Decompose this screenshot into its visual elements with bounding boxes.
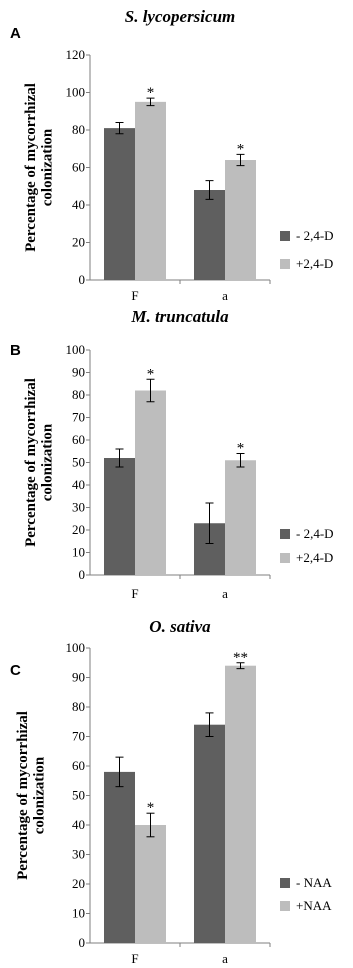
y-tick-label-c-9: 90 (72, 670, 85, 685)
y-tick-label-c-2: 20 (72, 876, 85, 891)
chart-title-a: S. lycopersicum (125, 7, 236, 26)
bar-b-s0-c0 (104, 458, 135, 575)
bar-a-s0-c0 (104, 128, 135, 280)
chart-panel-b: B M. truncatula Percentage of mycorrhizalc… (10, 307, 334, 601)
bar-c-s1-c0 (135, 825, 166, 943)
chart-title-b: M. truncatula (130, 307, 229, 326)
bar-b-s1-c1 (225, 460, 256, 575)
y-tick-label-c-7: 70 (72, 729, 85, 744)
chart-panel-a: A S. lycopersicum Percentage of mycorrhiza… (10, 7, 334, 303)
y-tick-label-c-6: 60 (72, 758, 85, 773)
y-tick-label-b-5: 50 (72, 455, 85, 470)
y-tick-label-a-3: 60 (72, 160, 85, 175)
y-tick-label-a-4: 80 (72, 122, 85, 137)
category-label-b-0: F (131, 586, 138, 601)
bar-c-s0-c1 (194, 724, 225, 943)
panel-letter-b: B (10, 342, 21, 359)
bar-a-s0-c1 (194, 190, 225, 280)
legend-label-c-1: +NAA (296, 898, 332, 913)
significance-mark-c-s1-c1: ** (233, 650, 248, 666)
significance-mark-a-s1-c0: * (147, 85, 155, 101)
legend-swatch-a-1 (280, 259, 290, 269)
category-label-c-0: F (131, 951, 138, 966)
y-tick-label-c-1: 10 (72, 906, 85, 921)
y-tick-label-c-4: 40 (72, 817, 85, 832)
y-tick-label-a-5: 100 (66, 85, 86, 100)
y-tick-label-c-5: 50 (72, 788, 85, 803)
y-tick-label-a-2: 40 (72, 197, 85, 212)
significance-mark-a-s1-c1: * (237, 141, 245, 157)
legend-label-a-0: - 2,4-D (296, 228, 334, 243)
legend-label-b-1: +2,4-D (296, 550, 333, 565)
y-tick-label-b-4: 40 (72, 477, 85, 492)
bar-a-s1-c0 (135, 101, 166, 280)
chart-panel-c: C O. sativa Percentage of mycorrhizalcolon… (10, 617, 332, 966)
y-tick-label-b-9: 90 (72, 365, 85, 380)
significance-mark-b-s1-c0: * (147, 366, 155, 382)
bar-b-s1-c0 (135, 390, 166, 575)
legend-swatch-b-1 (280, 553, 290, 563)
panel-letter-c: C (10, 662, 21, 679)
y-tick-label-b-1: 10 (72, 545, 85, 560)
y-axis-label-b: Percentage of mycorrhizalcolonization (23, 378, 56, 547)
legend-label-b-0: - 2,4-D (296, 526, 334, 541)
category-label-c-1: a (222, 951, 228, 966)
bar-c-s1-c1 (225, 665, 256, 943)
chart-title-c: O. sativa (149, 617, 211, 636)
y-tick-label-b-3: 30 (72, 500, 85, 515)
legend-swatch-c-1 (280, 901, 290, 911)
y-tick-label-a-6: 120 (66, 47, 86, 62)
category-label-a-0: F (131, 288, 138, 303)
category-label-a-1: a (222, 288, 228, 303)
y-tick-label-c-10: 100 (66, 640, 86, 655)
significance-mark-b-s1-c1: * (237, 441, 245, 457)
y-tick-label-b-10: 100 (66, 342, 86, 357)
category-label-b-1: a (222, 586, 228, 601)
y-tick-label-b-2: 20 (72, 522, 85, 537)
bar-c-s0-c0 (104, 771, 135, 943)
y-tick-label-b-7: 70 (72, 410, 85, 425)
legend-swatch-c-0 (280, 878, 290, 888)
bar-a-s1-c1 (225, 160, 256, 280)
y-tick-label-c-3: 30 (72, 847, 85, 862)
y-tick-label-a-0: 0 (79, 272, 86, 287)
y-tick-label-a-1: 20 (72, 235, 85, 250)
y-tick-label-c-8: 80 (72, 699, 85, 714)
y-tick-label-b-6: 60 (72, 432, 85, 447)
y-tick-label-b-0: 0 (79, 567, 86, 582)
legend-label-c-0: - NAA (296, 875, 332, 890)
legend-swatch-b-0 (280, 529, 290, 539)
legend-swatch-a-0 (280, 231, 290, 241)
panel-letter-a: A (10, 25, 21, 42)
y-tick-label-c-0: 0 (79, 935, 86, 950)
legend-label-a-1: +2,4-D (296, 256, 333, 271)
y-tick-label-b-8: 80 (72, 387, 85, 402)
y-axis-label-c: Percentage of mycorrhizalcolonization (15, 711, 48, 880)
y-axis-label-a: Percentage of mycorrhizalcolonization (23, 83, 56, 252)
significance-mark-c-s1-c0: * (147, 800, 155, 816)
